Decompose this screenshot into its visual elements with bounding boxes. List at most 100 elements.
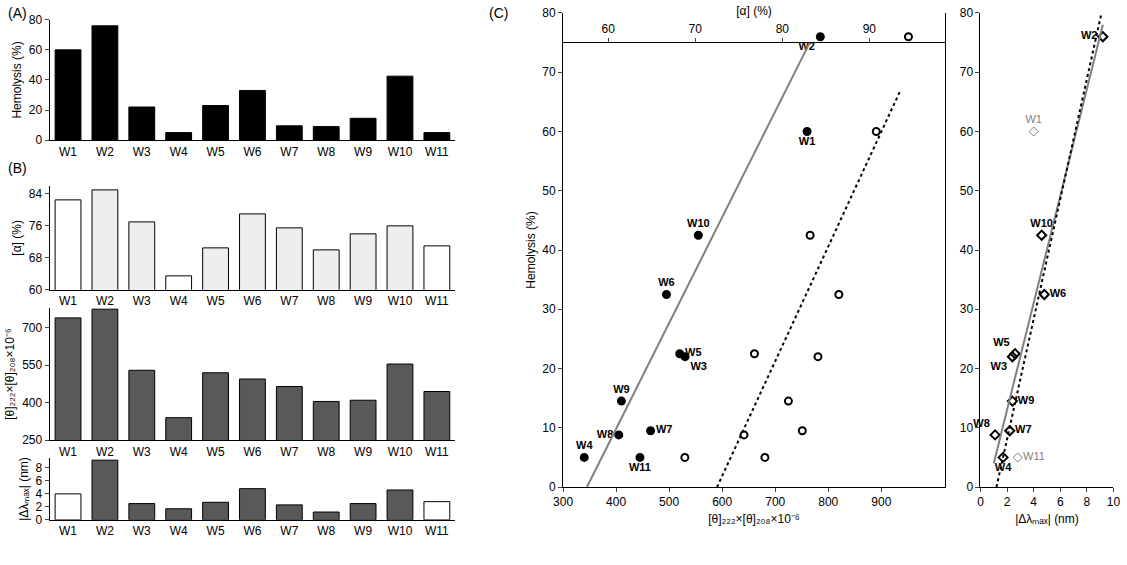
svg-text:W11: W11 — [425, 294, 449, 308]
svg-text:W10: W10 — [1030, 217, 1053, 229]
svg-text:30: 30 — [542, 302, 556, 316]
svg-text:(A): (A) — [8, 5, 27, 21]
svg-text:(C): (C) — [489, 5, 508, 21]
svg-text:W3: W3 — [133, 145, 151, 159]
svg-text:W1: W1 — [59, 145, 77, 159]
svg-text:W2: W2 — [96, 294, 114, 308]
svg-text:Hemolysis (%): Hemolysis (%) — [524, 211, 538, 288]
svg-text:[θ]₂₂₂×[θ]₂₀₈×10⁻⁶: [θ]₂₂₂×[θ]₂₀₈×10⁻⁶ — [708, 512, 800, 526]
svg-text:0: 0 — [36, 513, 43, 527]
svg-text:W7: W7 — [656, 423, 673, 435]
svg-text:W11: W11 — [425, 145, 449, 159]
svg-text:400: 400 — [22, 396, 42, 410]
svg-text:|Δλₘₐₓ| (nm): |Δλₘₐₓ| (nm) — [1015, 512, 1079, 526]
svg-text:W2: W2 — [798, 40, 815, 52]
svg-text:W7: W7 — [280, 145, 298, 159]
svg-text:60: 60 — [602, 22, 616, 36]
svg-text:2: 2 — [1004, 495, 1011, 509]
svg-text:0: 0 — [36, 133, 43, 147]
svg-text:70: 70 — [542, 65, 556, 79]
svg-text:[α] (%): [α] (%) — [10, 220, 24, 256]
svg-text:W5: W5 — [207, 524, 225, 538]
svg-text:W4: W4 — [576, 439, 593, 451]
svg-text:|Δλₘₐₓ| (nm): |Δλₘₐₓ| (nm) — [17, 457, 31, 521]
svg-text:10: 10 — [542, 421, 556, 435]
svg-text:W6: W6 — [1050, 287, 1067, 299]
svg-text:80: 80 — [542, 6, 556, 20]
svg-text:30: 30 — [960, 302, 974, 316]
svg-text:60: 60 — [29, 43, 43, 57]
svg-text:(B): (B) — [8, 160, 27, 176]
svg-text:90: 90 — [863, 22, 877, 36]
svg-text:600: 600 — [712, 495, 732, 509]
svg-text:W9: W9 — [354, 524, 372, 538]
svg-text:W3: W3 — [690, 360, 707, 372]
svg-text:W5: W5 — [207, 145, 225, 159]
svg-text:0: 0 — [977, 495, 984, 509]
svg-text:W2: W2 — [96, 445, 114, 459]
svg-text:W5: W5 — [993, 336, 1010, 348]
svg-text:68: 68 — [29, 251, 43, 265]
svg-text:W10: W10 — [687, 217, 710, 229]
svg-text:W3: W3 — [133, 445, 151, 459]
svg-text:2: 2 — [36, 500, 43, 514]
svg-text:84: 84 — [29, 187, 43, 201]
svg-text:W6: W6 — [243, 145, 261, 159]
svg-text:20: 20 — [29, 103, 43, 117]
svg-text:6: 6 — [36, 474, 43, 488]
svg-text:W11: W11 — [425, 445, 449, 459]
svg-text:W3: W3 — [133, 524, 151, 538]
svg-text:8: 8 — [36, 461, 43, 475]
svg-text:W8: W8 — [317, 524, 335, 538]
svg-text:W1: W1 — [59, 294, 77, 308]
svg-text:W7: W7 — [280, 524, 298, 538]
svg-text:40: 40 — [29, 73, 43, 87]
svg-text:W8: W8 — [317, 145, 335, 159]
svg-text:W7: W7 — [1015, 423, 1032, 435]
svg-text:W1: W1 — [59, 445, 77, 459]
svg-text:W9: W9 — [613, 383, 630, 395]
svg-text:50: 50 — [542, 184, 556, 198]
svg-text:[α] (%): [α] (%) — [736, 4, 772, 18]
svg-text:W5: W5 — [207, 294, 225, 308]
svg-text:70: 70 — [689, 22, 703, 36]
svg-text:[θ]₂₂₂×[θ]₂₀₈×10⁻⁶: [θ]₂₂₂×[θ]₂₀₈×10⁻⁶ — [3, 328, 17, 420]
svg-text:10: 10 — [1107, 495, 1121, 509]
svg-text:W7: W7 — [280, 445, 298, 459]
svg-text:40: 40 — [542, 243, 556, 257]
svg-text:W11: W11 — [425, 524, 449, 538]
svg-text:80: 80 — [960, 6, 974, 20]
svg-text:20: 20 — [542, 362, 556, 376]
svg-text:W8: W8 — [597, 428, 614, 440]
svg-text:W1: W1 — [1025, 113, 1042, 125]
svg-text:700: 700 — [22, 321, 42, 335]
svg-text:W6: W6 — [243, 445, 261, 459]
svg-text:W3: W3 — [991, 360, 1008, 372]
svg-text:W9: W9 — [354, 294, 372, 308]
svg-text:W11: W11 — [1023, 450, 1045, 462]
svg-text:W2: W2 — [96, 524, 114, 538]
svg-text:W7: W7 — [280, 294, 298, 308]
svg-text:Hemolysis (%): Hemolysis (%) — [10, 41, 24, 118]
svg-text:W10: W10 — [388, 524, 413, 538]
svg-text:W1: W1 — [59, 524, 77, 538]
svg-text:250: 250 — [22, 433, 42, 447]
svg-text:W3: W3 — [133, 294, 151, 308]
svg-text:W4: W4 — [170, 445, 188, 459]
svg-text:400: 400 — [606, 495, 626, 509]
svg-text:40: 40 — [960, 243, 974, 257]
svg-text:W11: W11 — [629, 461, 651, 473]
svg-text:10: 10 — [960, 421, 974, 435]
svg-text:700: 700 — [765, 495, 785, 509]
svg-text:0: 0 — [549, 480, 556, 494]
svg-text:W6: W6 — [243, 524, 261, 538]
svg-text:W5: W5 — [207, 445, 225, 459]
svg-text:900: 900 — [871, 495, 891, 509]
svg-text:80: 80 — [29, 13, 43, 27]
svg-text:300: 300 — [553, 495, 573, 509]
svg-text:550: 550 — [22, 358, 42, 372]
svg-text:W10: W10 — [388, 445, 413, 459]
svg-text:W4: W4 — [995, 461, 1012, 473]
svg-text:4: 4 — [1030, 495, 1037, 509]
svg-text:W9: W9 — [1018, 394, 1035, 406]
